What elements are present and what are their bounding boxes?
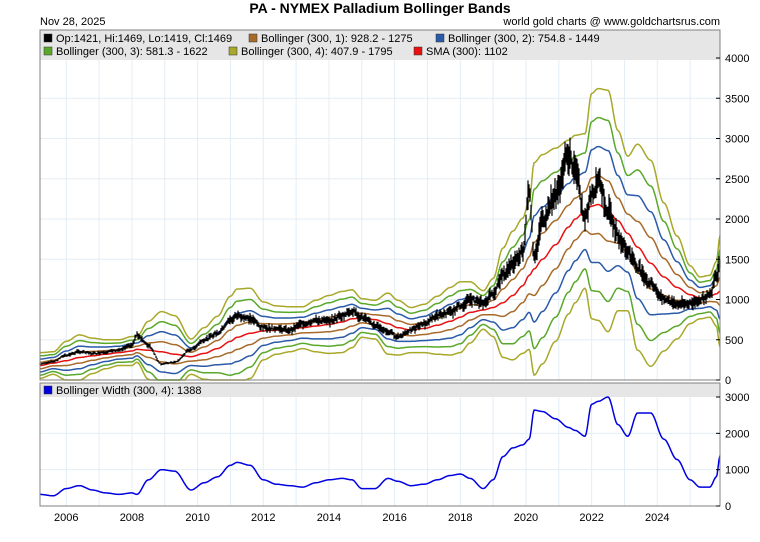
legend-swatch-price bbox=[43, 33, 53, 43]
series-band1-upper bbox=[40, 174, 721, 364]
y-tick-label: 2500 bbox=[725, 174, 749, 186]
series-band2-lower bbox=[40, 248, 721, 375]
legend-swatch-sma bbox=[413, 46, 423, 56]
y-tick-label: 0 bbox=[725, 501, 731, 513]
x-tick-label: 2008 bbox=[120, 512, 144, 524]
y-tick-label: 0 bbox=[725, 375, 731, 387]
width-series bbox=[40, 396, 721, 497]
y-tick-label: 1500 bbox=[725, 254, 749, 266]
main-frame bbox=[39, 29, 721, 381]
x-tick-label: 2014 bbox=[317, 512, 341, 524]
x-tick-label: 2016 bbox=[382, 512, 406, 524]
series-band4-upper bbox=[40, 87, 721, 354]
y-tick-label: 1000 bbox=[725, 465, 749, 477]
main-y-axis: 0 500 1000 1500 2000 2500 3000 3500 4000 bbox=[716, 53, 749, 387]
legend-width: Bollinger Width (300, 4): 1388 bbox=[56, 385, 202, 397]
width-y-axis: 0 1000 2000 3000 bbox=[716, 392, 749, 513]
y-tick-label: 4000 bbox=[725, 53, 749, 65]
width-legend-bg bbox=[40, 383, 720, 397]
x-tick-label: 2022 bbox=[579, 512, 603, 524]
legend-sma: SMA (300): 1102 bbox=[426, 46, 508, 58]
chart-credit: world gold charts @ www.goldchartsrus.co… bbox=[503, 16, 720, 28]
legend-band1: Bollinger (300, 1): 928.2 - 1275 bbox=[261, 33, 413, 45]
legend-band3: Bollinger (300, 3): 581.3 - 1622 bbox=[56, 46, 208, 58]
x-tick-label: 2006 bbox=[54, 512, 78, 524]
x-tick-label: 2018 bbox=[448, 512, 472, 524]
x-tick-label: 2024 bbox=[645, 512, 669, 524]
x-tick-label: 2010 bbox=[185, 512, 209, 524]
legend-swatch-band2 bbox=[435, 33, 445, 43]
legend-band4: Bollinger (300, 4): 407.9 - 1795 bbox=[241, 46, 393, 58]
series-bollinger-width bbox=[40, 396, 721, 497]
main-series bbox=[39, 87, 721, 381]
chart-date: Nov 28, 2025 bbox=[40, 16, 106, 28]
x-tick-label: 2012 bbox=[251, 512, 275, 524]
y-tick-label: 3000 bbox=[725, 392, 749, 404]
y-tick-label: 500 bbox=[725, 335, 743, 347]
y-tick-label: 1000 bbox=[725, 295, 749, 307]
legend-swatch-width bbox=[43, 385, 53, 395]
legend-band2: Bollinger (300, 2): 754.8 - 1449 bbox=[448, 33, 600, 45]
y-tick-label: 3500 bbox=[725, 93, 749, 105]
legend-price: Op:1421, Hi:1469, Lo:1419, Cl:1469 bbox=[56, 33, 232, 45]
legend-swatch-band4 bbox=[228, 46, 238, 56]
series-band3-lower bbox=[39, 268, 721, 381]
width-frame bbox=[39, 382, 721, 507]
main-legend-bg bbox=[40, 30, 720, 60]
y-tick-label: 3000 bbox=[725, 134, 749, 146]
legend-swatch-band1 bbox=[248, 33, 258, 43]
legend-swatch-band3 bbox=[43, 46, 53, 56]
width-grid bbox=[40, 397, 720, 506]
main-legend: Op:1421, Hi:1469, Lo:1419, Cl:1469 Bolli… bbox=[43, 33, 600, 58]
series-band2-upper bbox=[39, 145, 721, 360]
chart-title: PA - NYMEX Palladium Bollinger Bands bbox=[249, 0, 511, 16]
x-axis: 2006 2008 2010 2012 2014 2016 2018 2020 2022 2024 bbox=[54, 512, 670, 524]
x-tick-label: 2020 bbox=[514, 512, 538, 524]
series-band3-upper bbox=[39, 116, 721, 357]
y-tick-label: 2000 bbox=[725, 428, 749, 440]
y-tick-label: 2000 bbox=[725, 214, 749, 226]
